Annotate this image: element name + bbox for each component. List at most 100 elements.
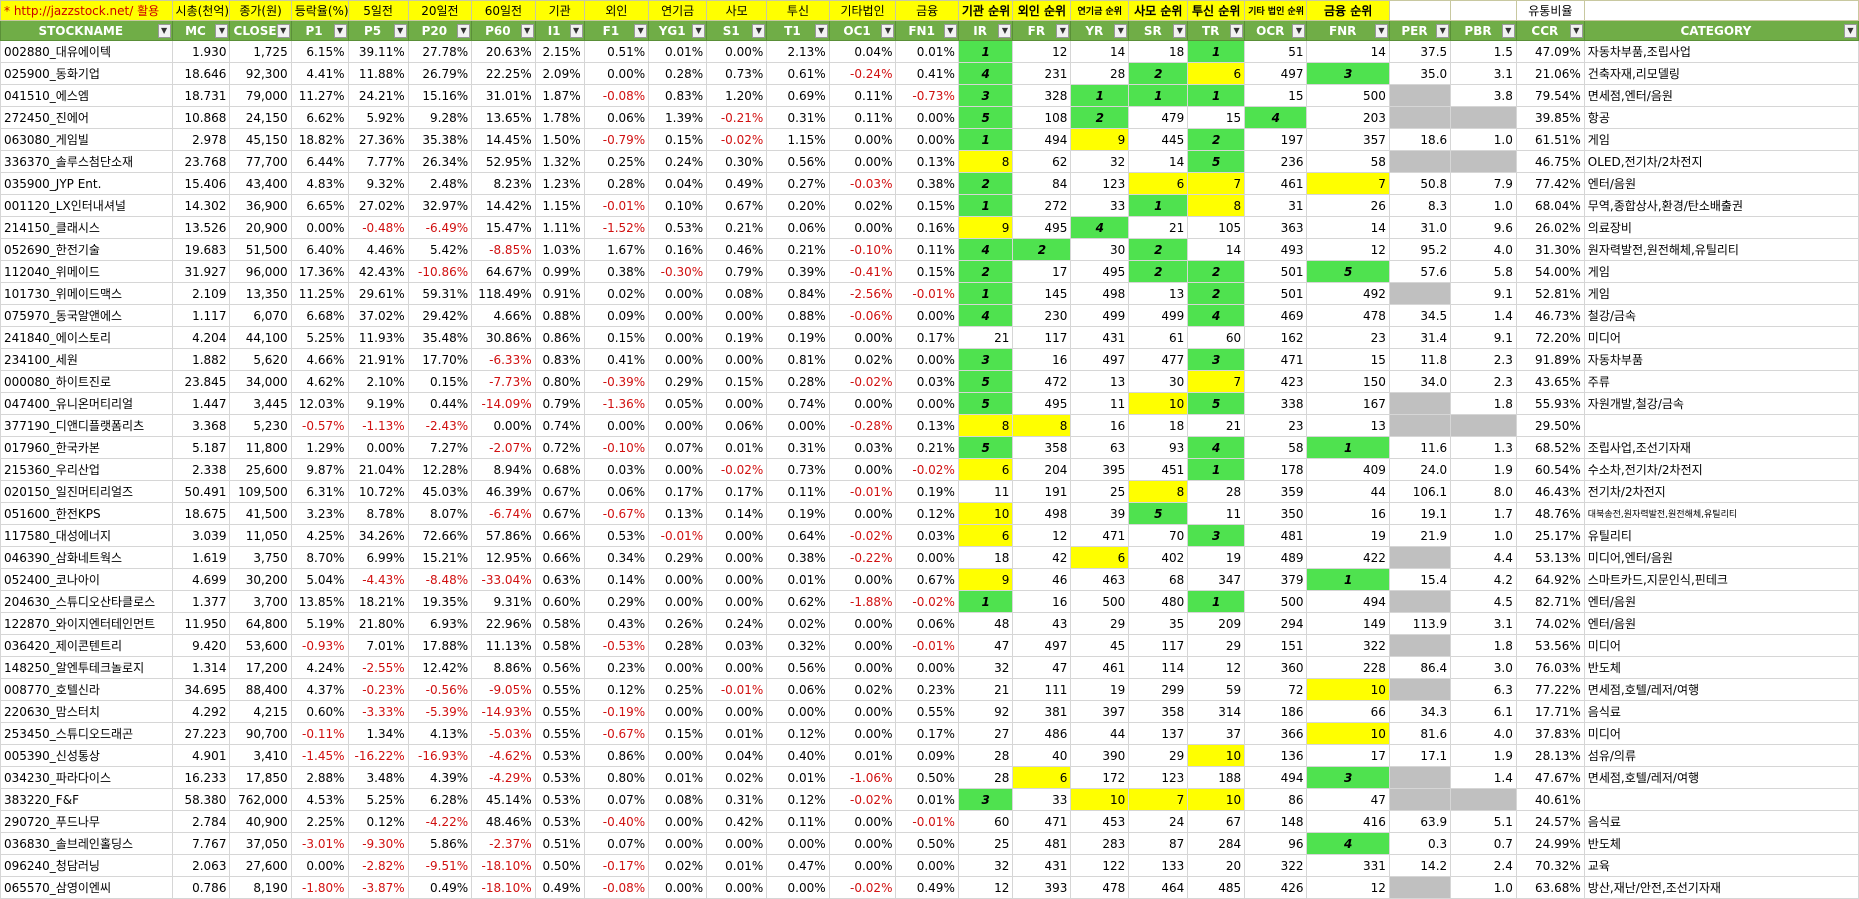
- table-row: 101730_위메이드맥스 2.109 13,350 11.25% 29.61% 59.3…: [0, 282, 1859, 305]
- filter-dropdown-icon[interactable]: ▼: [881, 24, 895, 38]
- column-header-stockname[interactable]: STOCKNAME ▼: [0, 20, 173, 41]
- filter-dropdown-icon[interactable]: ▼: [569, 24, 583, 38]
- data-cell: 5.25%: [347, 788, 409, 811]
- data-cell: 178: [1244, 458, 1308, 481]
- data-cell: -0.01%: [706, 678, 768, 701]
- filter-dropdown-icon[interactable]: ▼: [1374, 24, 1388, 38]
- column-header-f1[interactable]: F1 ▼: [583, 20, 650, 41]
- data-cell: 37: [1187, 722, 1246, 745]
- filter-dropdown-icon[interactable]: ▼: [1056, 24, 1070, 38]
- category-cell: 면세점,엔터/음원: [1583, 84, 1859, 107]
- column-header-s1[interactable]: S1 ▼: [706, 20, 768, 41]
- column-header-mc[interactable]: MC ▼: [171, 20, 231, 41]
- filter-dropdown-icon[interactable]: ▼: [1844, 24, 1857, 38]
- data-cell: 5: [957, 106, 1014, 129]
- data-cell: 4.24%: [290, 656, 349, 679]
- data-cell: -3.87%: [347, 876, 409, 899]
- filter-dropdown-icon[interactable]: ▼: [157, 24, 171, 38]
- data-cell: 46: [1012, 568, 1072, 591]
- data-cell: 18.21%: [347, 590, 409, 613]
- data-cell: 48: [957, 612, 1014, 635]
- column-header-fnr[interactable]: FNR ▼: [1306, 20, 1390, 41]
- annotation-cell: 5일전: [347, 0, 409, 21]
- column-header-p60[interactable]: P60 ▼: [471, 20, 536, 41]
- column-header-ocr[interactable]: OCR ▼: [1244, 20, 1308, 41]
- data-cell: 0.00%: [828, 216, 897, 239]
- filter-dropdown-icon[interactable]: ▼: [1436, 24, 1450, 38]
- filter-dropdown-icon[interactable]: ▼: [1173, 24, 1187, 38]
- data-cell: 9.32%: [347, 172, 409, 195]
- data-cell: 17.88%: [407, 634, 473, 657]
- data-cell: 1: [957, 128, 1014, 151]
- data-cell: 8: [1187, 194, 1246, 217]
- data-cell: 478: [1306, 304, 1390, 327]
- column-header-yg1[interactable]: YG1 ▼: [648, 20, 708, 41]
- source-link[interactable]: * http://jazzstock.net/ 활용: [0, 0, 173, 21]
- column-header-p1[interactable]: P1 ▼: [290, 20, 349, 41]
- data-cell: 2: [957, 172, 1014, 195]
- data-cell: 30,200: [229, 568, 292, 591]
- column-header-t1[interactable]: T1 ▼: [766, 20, 830, 41]
- filter-dropdown-icon[interactable]: ▼: [1501, 24, 1515, 38]
- data-cell: 0.01%: [766, 568, 830, 591]
- data-cell: 48.46%: [471, 810, 536, 833]
- data-cell: 6.28%: [407, 788, 473, 811]
- stock-name-cell: 214150_클래시스: [0, 216, 173, 239]
- filter-dropdown-icon[interactable]: ▼: [1230, 24, 1244, 38]
- data-cell: 762,000: [229, 788, 292, 811]
- column-header-p20[interactable]: P20 ▼: [407, 20, 473, 41]
- column-header-ir[interactable]: IR ▼: [957, 20, 1014, 41]
- data-cell: 0.62%: [766, 590, 830, 613]
- data-cell: 3,700: [229, 590, 292, 613]
- data-cell: -1.06%: [828, 766, 897, 789]
- data-cell: 0.86%: [583, 744, 650, 767]
- column-header-category[interactable]: CATEGORY ▼: [1583, 20, 1859, 41]
- filter-dropdown-icon[interactable]: ▼: [520, 24, 534, 38]
- filter-dropdown-icon[interactable]: ▼: [333, 24, 347, 38]
- column-header-close[interactable]: CLOSE ▼: [229, 20, 292, 41]
- data-cell: 39.11%: [347, 40, 409, 63]
- category-cell: [1583, 414, 1859, 437]
- column-header-pbr[interactable]: PBR ▼: [1450, 20, 1517, 41]
- filter-dropdown-icon[interactable]: ▼: [215, 24, 229, 38]
- stock-name-cell: 383220_F&F: [0, 788, 173, 811]
- filter-dropdown-icon[interactable]: ▼: [276, 24, 290, 38]
- filter-dropdown-icon[interactable]: ▼: [1114, 24, 1128, 38]
- annotation-cell: 기타법인: [828, 0, 897, 21]
- data-cell: 4.37%: [290, 678, 349, 701]
- data-cell: 1.03%: [534, 238, 585, 261]
- data-cell: 43.65%: [1515, 370, 1585, 393]
- filter-dropdown-icon[interactable]: ▼: [752, 24, 766, 38]
- column-header-fr[interactable]: FR ▼: [1012, 20, 1072, 41]
- data-cell: 0.00%: [347, 436, 409, 459]
- column-header-oc1[interactable]: OC1 ▼: [828, 20, 897, 41]
- filter-dropdown-icon[interactable]: ▼: [998, 24, 1012, 38]
- column-header-yr[interactable]: YR ▼: [1070, 20, 1130, 41]
- column-header-tr[interactable]: TR ▼: [1187, 20, 1246, 41]
- filter-dropdown-icon[interactable]: ▼: [393, 24, 407, 38]
- filter-dropdown-icon[interactable]: ▼: [943, 24, 957, 38]
- data-cell: 4.5: [1450, 590, 1517, 613]
- filter-dropdown-icon[interactable]: ▼: [692, 24, 706, 38]
- filter-dropdown-icon[interactable]: ▼: [634, 24, 648, 38]
- data-cell: 0.04%: [828, 40, 897, 63]
- column-header-ccr[interactable]: CCR ▼: [1515, 20, 1585, 41]
- column-header-p5[interactable]: P5 ▼: [347, 20, 409, 41]
- data-cell: 20: [1187, 854, 1246, 877]
- data-cell: 12: [1012, 524, 1072, 547]
- stock-name-cell: 041510_에스엠: [0, 84, 173, 107]
- data-cell: 0.06%: [583, 480, 650, 503]
- data-cell: 2.3: [1450, 348, 1517, 371]
- column-header-sr[interactable]: SR ▼: [1128, 20, 1189, 41]
- data-cell: 34,000: [229, 370, 292, 393]
- column-header-fn1[interactable]: FN1 ▼: [895, 20, 959, 41]
- column-header-per[interactable]: PER ▼: [1388, 20, 1452, 41]
- column-header-i1[interactable]: I1 ▼: [534, 20, 585, 41]
- filter-dropdown-icon[interactable]: ▼: [457, 24, 471, 38]
- filter-dropdown-icon[interactable]: ▼: [814, 24, 828, 38]
- filter-dropdown-icon[interactable]: ▼: [1569, 24, 1583, 38]
- data-cell: 12: [1306, 238, 1390, 261]
- data-cell: 37.02%: [347, 304, 409, 327]
- filter-dropdown-icon[interactable]: ▼: [1292, 24, 1306, 38]
- category-cell: 반도체: [1583, 656, 1859, 679]
